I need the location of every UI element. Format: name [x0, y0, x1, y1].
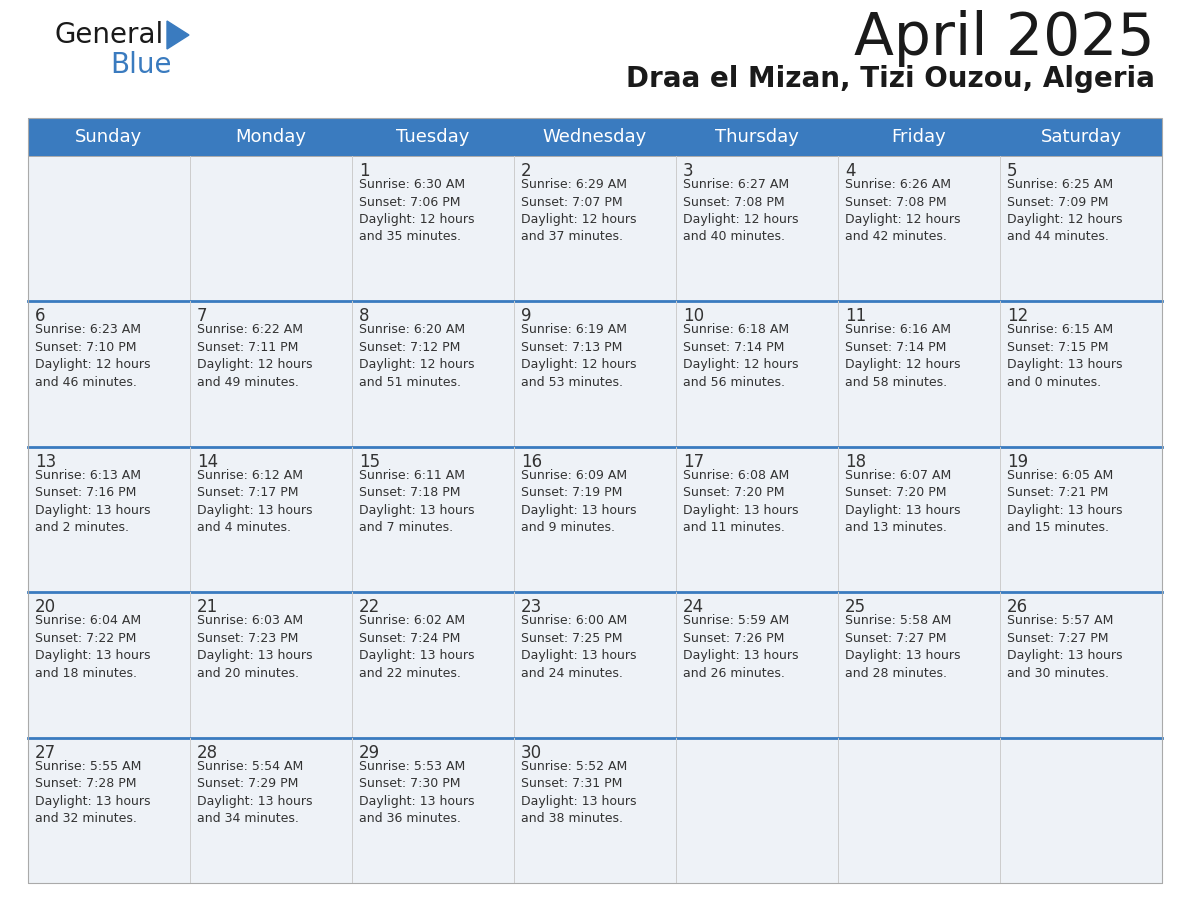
- Text: 11: 11: [845, 308, 866, 325]
- Text: Blue: Blue: [110, 51, 171, 79]
- Text: Sunrise: 6:23 AM
Sunset: 7:10 PM
Daylight: 12 hours
and 46 minutes.: Sunrise: 6:23 AM Sunset: 7:10 PM Dayligh…: [34, 323, 151, 389]
- Bar: [29, 156, 1162, 301]
- Text: Sunrise: 6:09 AM
Sunset: 7:19 PM
Daylight: 13 hours
and 9 minutes.: Sunrise: 6:09 AM Sunset: 7:19 PM Dayligh…: [522, 469, 637, 534]
- Text: 24: 24: [683, 599, 704, 616]
- Bar: [29, 118, 1162, 883]
- Text: April 2025: April 2025: [854, 10, 1155, 67]
- Text: 30: 30: [522, 744, 542, 762]
- Text: Sunrise: 6:16 AM
Sunset: 7:14 PM
Daylight: 12 hours
and 58 minutes.: Sunrise: 6:16 AM Sunset: 7:14 PM Dayligh…: [845, 323, 961, 389]
- Text: Sunrise: 6:13 AM
Sunset: 7:16 PM
Daylight: 13 hours
and 2 minutes.: Sunrise: 6:13 AM Sunset: 7:16 PM Dayligh…: [34, 469, 151, 534]
- Text: Sunrise: 6:05 AM
Sunset: 7:21 PM
Daylight: 13 hours
and 15 minutes.: Sunrise: 6:05 AM Sunset: 7:21 PM Dayligh…: [1007, 469, 1123, 534]
- Text: 26: 26: [1007, 599, 1028, 616]
- Text: 23: 23: [522, 599, 542, 616]
- Polygon shape: [168, 21, 189, 49]
- Text: 21: 21: [197, 599, 219, 616]
- Text: Sunrise: 6:02 AM
Sunset: 7:24 PM
Daylight: 13 hours
and 22 minutes.: Sunrise: 6:02 AM Sunset: 7:24 PM Dayligh…: [359, 614, 474, 679]
- Text: 27: 27: [34, 744, 56, 762]
- Text: 28: 28: [197, 744, 219, 762]
- Text: Sunrise: 6:08 AM
Sunset: 7:20 PM
Daylight: 13 hours
and 11 minutes.: Sunrise: 6:08 AM Sunset: 7:20 PM Dayligh…: [683, 469, 798, 534]
- Text: Sunrise: 6:00 AM
Sunset: 7:25 PM
Daylight: 13 hours
and 24 minutes.: Sunrise: 6:00 AM Sunset: 7:25 PM Dayligh…: [522, 614, 637, 679]
- Text: Sunday: Sunday: [75, 128, 143, 146]
- Text: 3: 3: [683, 162, 694, 180]
- Text: Sunrise: 6:03 AM
Sunset: 7:23 PM
Daylight: 13 hours
and 20 minutes.: Sunrise: 6:03 AM Sunset: 7:23 PM Dayligh…: [197, 614, 312, 679]
- Text: Sunrise: 6:26 AM
Sunset: 7:08 PM
Daylight: 12 hours
and 42 minutes.: Sunrise: 6:26 AM Sunset: 7:08 PM Dayligh…: [845, 178, 961, 243]
- Bar: [29, 737, 1162, 883]
- Text: Thursday: Thursday: [715, 128, 800, 146]
- Bar: [29, 118, 1162, 156]
- Text: Sunrise: 5:57 AM
Sunset: 7:27 PM
Daylight: 13 hours
and 30 minutes.: Sunrise: 5:57 AM Sunset: 7:27 PM Dayligh…: [1007, 614, 1123, 679]
- Text: Sunrise: 6:04 AM
Sunset: 7:22 PM
Daylight: 13 hours
and 18 minutes.: Sunrise: 6:04 AM Sunset: 7:22 PM Dayligh…: [34, 614, 151, 679]
- Text: Sunrise: 6:18 AM
Sunset: 7:14 PM
Daylight: 12 hours
and 56 minutes.: Sunrise: 6:18 AM Sunset: 7:14 PM Dayligh…: [683, 323, 798, 389]
- Text: Sunrise: 6:27 AM
Sunset: 7:08 PM
Daylight: 12 hours
and 40 minutes.: Sunrise: 6:27 AM Sunset: 7:08 PM Dayligh…: [683, 178, 798, 243]
- Text: Sunrise: 5:54 AM
Sunset: 7:29 PM
Daylight: 13 hours
and 34 minutes.: Sunrise: 5:54 AM Sunset: 7:29 PM Dayligh…: [197, 759, 312, 825]
- Text: Sunrise: 5:52 AM
Sunset: 7:31 PM
Daylight: 13 hours
and 38 minutes.: Sunrise: 5:52 AM Sunset: 7:31 PM Dayligh…: [522, 759, 637, 825]
- Bar: [29, 301, 1162, 447]
- Text: Sunrise: 6:30 AM
Sunset: 7:06 PM
Daylight: 12 hours
and 35 minutes.: Sunrise: 6:30 AM Sunset: 7:06 PM Dayligh…: [359, 178, 474, 243]
- Bar: [29, 447, 1162, 592]
- Text: 2: 2: [522, 162, 531, 180]
- Text: Sunrise: 5:58 AM
Sunset: 7:27 PM
Daylight: 13 hours
and 28 minutes.: Sunrise: 5:58 AM Sunset: 7:27 PM Dayligh…: [845, 614, 961, 679]
- Text: 12: 12: [1007, 308, 1029, 325]
- Text: 17: 17: [683, 453, 704, 471]
- Text: Sunrise: 6:20 AM
Sunset: 7:12 PM
Daylight: 12 hours
and 51 minutes.: Sunrise: 6:20 AM Sunset: 7:12 PM Dayligh…: [359, 323, 474, 389]
- Text: 15: 15: [359, 453, 380, 471]
- Text: Friday: Friday: [892, 128, 947, 146]
- Text: 8: 8: [359, 308, 369, 325]
- Text: 29: 29: [359, 744, 380, 762]
- Text: 7: 7: [197, 308, 208, 325]
- Text: Sunrise: 5:53 AM
Sunset: 7:30 PM
Daylight: 13 hours
and 36 minutes.: Sunrise: 5:53 AM Sunset: 7:30 PM Dayligh…: [359, 759, 474, 825]
- Text: Sunrise: 6:15 AM
Sunset: 7:15 PM
Daylight: 13 hours
and 0 minutes.: Sunrise: 6:15 AM Sunset: 7:15 PM Dayligh…: [1007, 323, 1123, 389]
- Text: 13: 13: [34, 453, 56, 471]
- Text: 19: 19: [1007, 453, 1028, 471]
- Text: Wednesday: Wednesday: [543, 128, 647, 146]
- Text: Sunrise: 6:11 AM
Sunset: 7:18 PM
Daylight: 13 hours
and 7 minutes.: Sunrise: 6:11 AM Sunset: 7:18 PM Dayligh…: [359, 469, 474, 534]
- Text: 1: 1: [359, 162, 369, 180]
- Text: Sunrise: 6:25 AM
Sunset: 7:09 PM
Daylight: 12 hours
and 44 minutes.: Sunrise: 6:25 AM Sunset: 7:09 PM Dayligh…: [1007, 178, 1123, 243]
- Text: Saturday: Saturday: [1041, 128, 1121, 146]
- Text: 25: 25: [845, 599, 866, 616]
- Text: 20: 20: [34, 599, 56, 616]
- Text: Sunrise: 6:12 AM
Sunset: 7:17 PM
Daylight: 13 hours
and 4 minutes.: Sunrise: 6:12 AM Sunset: 7:17 PM Dayligh…: [197, 469, 312, 534]
- Text: Sunrise: 6:29 AM
Sunset: 7:07 PM
Daylight: 12 hours
and 37 minutes.: Sunrise: 6:29 AM Sunset: 7:07 PM Dayligh…: [522, 178, 637, 243]
- Text: 5: 5: [1007, 162, 1017, 180]
- Text: 22: 22: [359, 599, 380, 616]
- Text: Tuesday: Tuesday: [397, 128, 469, 146]
- Text: Sunrise: 6:07 AM
Sunset: 7:20 PM
Daylight: 13 hours
and 13 minutes.: Sunrise: 6:07 AM Sunset: 7:20 PM Dayligh…: [845, 469, 961, 534]
- Text: 14: 14: [197, 453, 219, 471]
- Text: Sunrise: 6:22 AM
Sunset: 7:11 PM
Daylight: 12 hours
and 49 minutes.: Sunrise: 6:22 AM Sunset: 7:11 PM Dayligh…: [197, 323, 312, 389]
- Text: 9: 9: [522, 308, 531, 325]
- Text: Monday: Monday: [235, 128, 307, 146]
- Text: Sunrise: 5:59 AM
Sunset: 7:26 PM
Daylight: 13 hours
and 26 minutes.: Sunrise: 5:59 AM Sunset: 7:26 PM Dayligh…: [683, 614, 798, 679]
- Text: 4: 4: [845, 162, 855, 180]
- Text: Sunrise: 6:19 AM
Sunset: 7:13 PM
Daylight: 12 hours
and 53 minutes.: Sunrise: 6:19 AM Sunset: 7:13 PM Dayligh…: [522, 323, 637, 389]
- Bar: [29, 592, 1162, 737]
- Text: Draa el Mizan, Tizi Ouzou, Algeria: Draa el Mizan, Tizi Ouzou, Algeria: [626, 65, 1155, 93]
- Text: General: General: [55, 21, 164, 49]
- Text: 16: 16: [522, 453, 542, 471]
- Text: 18: 18: [845, 453, 866, 471]
- Text: 10: 10: [683, 308, 704, 325]
- Text: Sunrise: 5:55 AM
Sunset: 7:28 PM
Daylight: 13 hours
and 32 minutes.: Sunrise: 5:55 AM Sunset: 7:28 PM Dayligh…: [34, 759, 151, 825]
- Text: 6: 6: [34, 308, 45, 325]
